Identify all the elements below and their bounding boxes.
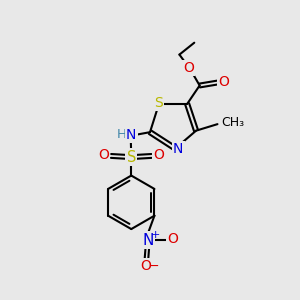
Text: O: O (153, 148, 164, 162)
Text: +: + (151, 230, 160, 240)
Text: N: N (142, 232, 154, 247)
Text: O: O (140, 259, 151, 273)
Text: O: O (98, 148, 110, 162)
Text: N: N (126, 128, 136, 142)
Text: O: O (167, 232, 178, 247)
Text: O: O (219, 75, 230, 89)
Text: H: H (117, 128, 127, 141)
Text: O: O (183, 61, 194, 75)
Text: CH₃: CH₃ (221, 116, 244, 130)
Text: N: N (173, 142, 183, 156)
Text: −: − (149, 260, 159, 273)
Text: S: S (154, 96, 163, 110)
Text: S: S (127, 150, 136, 165)
